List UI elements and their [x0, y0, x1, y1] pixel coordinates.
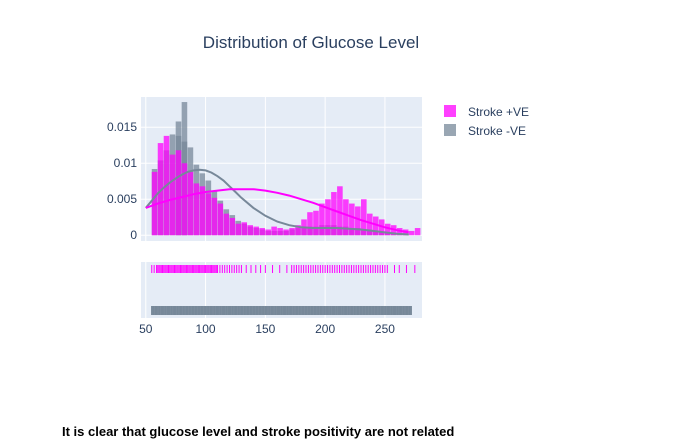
legend-item-stroke-pos[interactable]: Stroke +VE: [444, 105, 529, 119]
stroke-neg-kde-line: [145, 168, 409, 236]
stroke-pos-bar: [289, 228, 295, 236]
legend[interactable]: Stroke +VE Stroke -VE: [444, 105, 529, 138]
stroke-pos-bar: [331, 192, 337, 236]
stroke-pos-bar: [384, 223, 391, 236]
stroke-pos-bar: [283, 229, 289, 236]
stroke-pos-bar: [235, 223, 242, 236]
y-tick-label: 0.005: [107, 192, 137, 206]
stroke-pos-bar: [366, 213, 373, 236]
chart-title: Distribution of Glucose Level: [203, 33, 419, 52]
stroke-pos-kde-line: [145, 188, 409, 234]
y-tick-label: 0: [130, 228, 137, 242]
stroke-pos-bar: [361, 199, 367, 236]
stroke-pos-bar: [414, 228, 421, 236]
stroke-pos-bar: [349, 203, 355, 236]
stroke-pos-bar: [157, 143, 164, 236]
stroke-pos-bar: [259, 228, 265, 236]
stroke-pos-rug: [151, 265, 416, 273]
stroke-pos-bar: [223, 213, 230, 236]
stroke-pos-bar: [187, 171, 194, 236]
stroke-pos-bar: [277, 228, 283, 236]
x-tick-label: 250: [375, 322, 395, 336]
stroke-pos-bar: [265, 229, 271, 236]
stroke-pos-bar: [217, 203, 224, 236]
stroke-neg-rug: [151, 306, 412, 315]
x-tick-label: 200: [315, 322, 335, 336]
stroke-pos-bar: [205, 193, 212, 236]
stroke-pos-bar: [372, 216, 379, 236]
x-tick-label: 150: [255, 322, 275, 336]
stroke-pos-bar: [307, 212, 313, 236]
stroke-pos-bar: [193, 183, 200, 236]
stroke-pos-bar: [313, 210, 319, 236]
stroke-pos-bar: [253, 226, 259, 236]
caption-text: It is clear that glucose level and strok…: [62, 424, 455, 439]
stroke-pos-bar: [337, 186, 343, 236]
stroke-pos-bar: [355, 206, 361, 236]
stroke-pos-bar: [325, 199, 331, 236]
stroke-pos-bar: [229, 217, 236, 236]
legend-label: Stroke -VE: [468, 124, 526, 138]
stroke-pos-bar: [295, 225, 301, 236]
legend-swatch: [444, 124, 456, 136]
stroke-pos-bar: [181, 163, 188, 236]
y-axis-ticks: 0 0.005 0.01 0.015: [107, 120, 137, 242]
stroke-pos-bar: [408, 230, 415, 236]
stroke-pos-bar: [343, 199, 349, 236]
legend-label: Stroke +VE: [468, 105, 529, 119]
stroke-pos-bar: [169, 154, 176, 236]
stroke-pos-bar: [241, 222, 248, 236]
legend-item-stroke-neg[interactable]: Stroke -VE: [444, 124, 526, 138]
stroke-pos-bar: [247, 225, 253, 236]
stroke-pos-bar: [319, 203, 325, 236]
x-axis-ticks: 50 100 150 200 250: [139, 322, 395, 336]
stroke-pos-bar: [199, 186, 206, 236]
stroke-pos-bar: [175, 150, 182, 236]
stroke-pos-bars: [151, 135, 421, 236]
stroke-pos-bar: [271, 226, 277, 236]
y-tick-label: 0.015: [107, 120, 137, 134]
legend-swatch: [444, 105, 456, 117]
x-tick-label: 50: [139, 322, 153, 336]
y-tick-label: 0.01: [114, 156, 138, 170]
stroke-pos-bar: [151, 171, 158, 236]
x-tick-label: 100: [196, 322, 216, 336]
stroke-pos-bar: [211, 197, 218, 236]
